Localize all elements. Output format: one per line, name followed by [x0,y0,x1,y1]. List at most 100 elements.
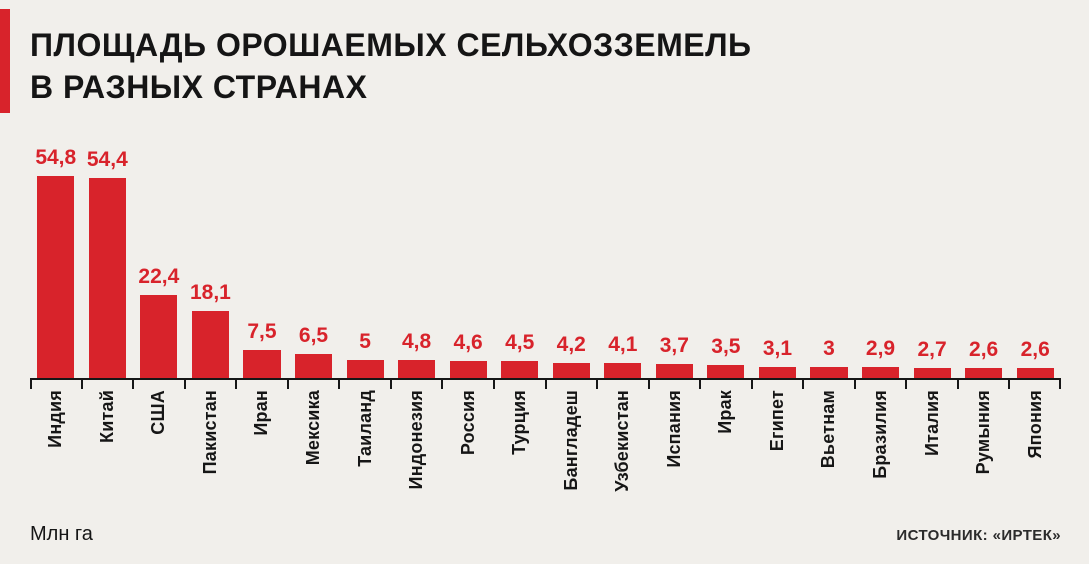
bar [965,368,1003,378]
category-label: Индия [45,390,66,448]
bar-column: 3,1 [752,138,804,378]
category-slot: Египет [752,390,804,534]
bar-column: 2,6 [1009,138,1061,378]
bar-column: 4,2 [545,138,597,378]
bar [707,365,745,378]
bar-column: 4,5 [494,138,546,378]
bar-value-label: 6,5 [298,324,329,347]
bar [758,366,796,378]
bar-column: 4,8 [391,138,443,378]
axis-tick [1008,380,1011,389]
bar-value-label: 7,5 [247,320,277,344]
bar [398,360,436,378]
category-slot: Россия [442,390,494,534]
chart-footer: Млн га ИСТОЧНИК: «ИРТЕК» [30,523,1061,546]
axis-tick [853,380,856,389]
category-label: Иран [251,390,272,436]
bar-column: 3 [803,138,855,378]
bar [294,354,333,378]
bar-column: 3,5 [700,138,752,378]
category-label: США [148,390,169,435]
category-slot: Иран [236,390,288,534]
bar [140,295,178,378]
bar [191,311,229,378]
category-label: Турция [509,390,530,455]
category-label: Италия [921,390,942,456]
category-label: Вьетнам [818,390,839,469]
page-title-line2: В РАЗНЫХ СТРАНАХ [30,69,368,105]
category-slot: Вьетнам [803,390,855,534]
bar-column: 7,5 [236,138,288,378]
axis-tick [596,380,599,389]
bar-value-label: 54,8 [35,146,77,169]
bar [655,364,693,378]
plot-area: 54,8 54,4 22,4 18,1 7,5 6,5 5 4,8 4,6 4,5 4,2 4,1 3,… [30,138,1061,378]
bar-column: 54,8 [30,138,82,378]
bar-column: 6,5 [288,138,340,378]
axis-tick [80,380,83,389]
category-slot: Китай [82,390,134,534]
bar-value-label: 2,9 [865,337,896,361]
category-slot: Ирак [700,390,752,534]
bar-value-label: 54,4 [86,147,128,171]
axis-tick [338,380,341,389]
bar-value-label: 3,1 [762,336,793,360]
category-slot: Индия [30,390,82,534]
axis-tick [905,380,908,389]
category-label: Бангладеш [560,390,581,491]
bar [346,359,384,378]
bar-value-label: 3 [823,336,835,360]
category-slot: Пакистан [185,390,237,534]
axis-tick [235,380,238,389]
bar-chart: 54,8 54,4 22,4 18,1 7,5 6,5 5 4,8 4,6 4,5 4,2 4,1 3,… [30,138,1061,534]
bar [810,366,848,378]
category-slot: США [133,390,185,534]
bar [861,367,900,378]
page-title: ПЛОЩАДЬ ОРОШАЕМЫХ СЕЛЬХОЗЗЕМЕЛЬ В РАЗНЫХ… [30,24,1061,108]
x-axis-line [30,378,1061,389]
axis-tick [441,380,444,389]
category-label: Мексика [303,390,323,466]
category-label: Таиланд [354,390,375,467]
axis-tick [1059,380,1061,389]
bar-value-label: 4,1 [608,332,638,356]
category-slot: Япония [1009,390,1061,534]
bar-value-label: 5 [359,329,371,353]
category-axis-labels: Индия Китай США Пакистан Иран Мексика Таиланд И… [30,388,1061,534]
category-slot: Узбекистан [597,390,649,534]
axis-tick [699,380,702,389]
category-slot: Турция [494,390,546,534]
category-label: Япония [1024,390,1045,459]
category-label: Румыния [973,390,994,475]
category-label: Египет [766,390,787,452]
source-label: ИСТОЧНИК: «ИРТЕК» [896,527,1061,544]
bar-value-label: 22,4 [138,265,180,289]
bar [604,362,642,378]
category-slot: Бангладеш [545,390,597,534]
bar-column: 5 [339,138,391,378]
axis-tick [389,380,392,389]
category-label: Китай [96,390,117,443]
category-slot: Мексика [288,390,340,534]
bar [1016,368,1054,378]
category-slot: Бразилия [855,390,907,534]
bar-value-label: 2,6 [969,338,999,362]
axis-tick [802,380,805,389]
category-slot: Испания [649,390,701,534]
axis-tick [544,380,547,389]
bar-value-label: 3,7 [659,334,689,358]
axis-tick [956,380,959,389]
bar-column: 18,1 [185,138,237,378]
bar-column: 2,9 [855,138,907,378]
bar-value-label: 2,6 [1020,338,1050,362]
category-label: Индонезия [406,390,427,490]
axis-tick [286,380,289,389]
bar-column: 3,7 [649,138,701,378]
axis-tick [132,380,135,389]
category-slot: Италия [906,390,958,534]
unit-label: Млн га [30,523,93,545]
category-slot: Таиланд [339,390,391,534]
bar [913,368,951,378]
bar [501,361,539,378]
